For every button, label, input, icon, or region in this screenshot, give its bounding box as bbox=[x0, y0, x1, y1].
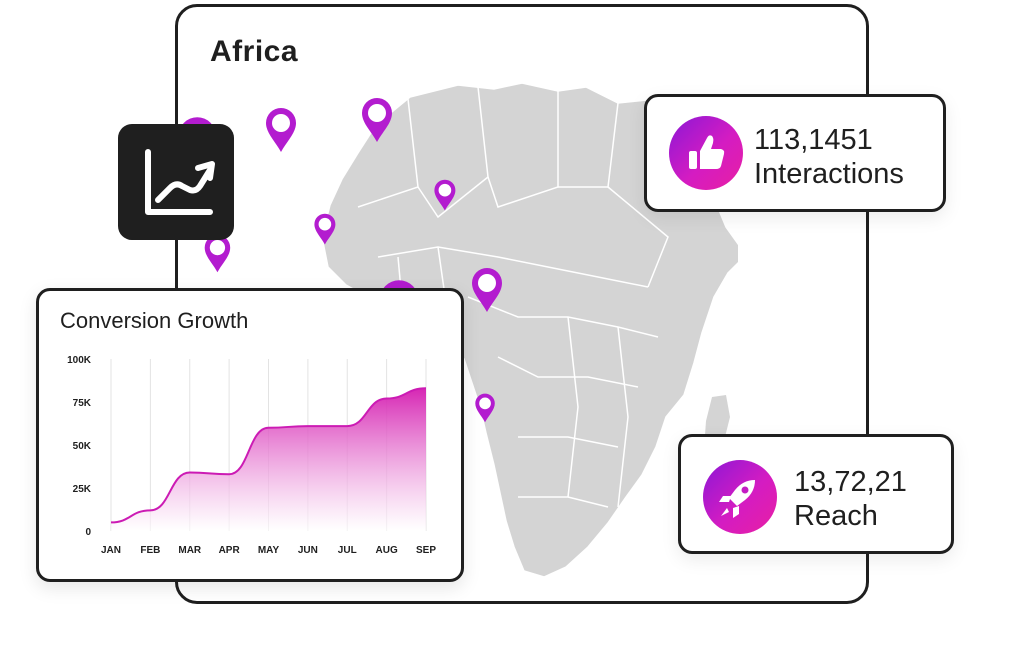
conversion-growth-card: Conversion Growth 0 25K 50K 75K 100K JAN FEB MA… bbox=[36, 288, 464, 582]
map-pin-icon bbox=[266, 108, 296, 152]
y-tick-label: 0 bbox=[85, 527, 91, 538]
reach-label: Reach bbox=[794, 500, 878, 532]
thumbs-up-icon-badge bbox=[669, 116, 743, 190]
x-tick-label: MAY bbox=[258, 545, 280, 556]
country-borders bbox=[357, 86, 669, 508]
rocket-icon bbox=[719, 480, 755, 518]
map-pin-icon bbox=[204, 234, 230, 273]
thumbs-up-icon bbox=[689, 135, 725, 169]
x-tick-label: JUL bbox=[338, 545, 357, 556]
trend-tile bbox=[118, 124, 234, 240]
map-pin-icon bbox=[434, 179, 456, 211]
y-tick-label: 50K bbox=[73, 441, 92, 452]
interactions-value: 113,1451 bbox=[754, 124, 873, 156]
area-fill bbox=[111, 388, 426, 531]
series-line bbox=[110, 387, 427, 524]
x-tick-label: AUG bbox=[376, 545, 398, 556]
chart-title: Conversion Growth bbox=[60, 308, 249, 333]
x-tick-label: SEP bbox=[416, 545, 436, 556]
map-pin-icon bbox=[475, 393, 495, 423]
y-tick-label: 100K bbox=[67, 355, 92, 366]
y-tick-label: 25K bbox=[73, 484, 92, 495]
reach-value: 13,72,21 bbox=[794, 466, 907, 498]
rocket-icon-badge bbox=[703, 460, 777, 534]
map-pin-icon bbox=[362, 98, 392, 142]
x-tick-label: FEB bbox=[140, 545, 160, 556]
x-tick-label: JUN bbox=[298, 545, 318, 556]
africa-map bbox=[321, 82, 738, 578]
x-tick-label: JAN bbox=[101, 545, 121, 556]
x-tick-label: MAR bbox=[178, 545, 202, 556]
map-title: Africa bbox=[210, 35, 299, 68]
conversion-growth-chart: 0 25K 50K 75K 100K JAN FEB MAR APR MAY JUN JUL AUG SE… bbox=[67, 355, 436, 556]
y-tick-label: 75K bbox=[73, 398, 92, 409]
interactions-label: Interactions bbox=[754, 158, 904, 190]
trend-chart-icon bbox=[145, 149, 215, 215]
map-pin-icon bbox=[314, 213, 336, 245]
reach-card: 13,72,21 Reach bbox=[678, 434, 954, 554]
map-pin-icon bbox=[472, 268, 502, 312]
x-tick-label: APR bbox=[219, 545, 241, 556]
interactions-card: 113,1451 Interactions bbox=[644, 94, 946, 212]
